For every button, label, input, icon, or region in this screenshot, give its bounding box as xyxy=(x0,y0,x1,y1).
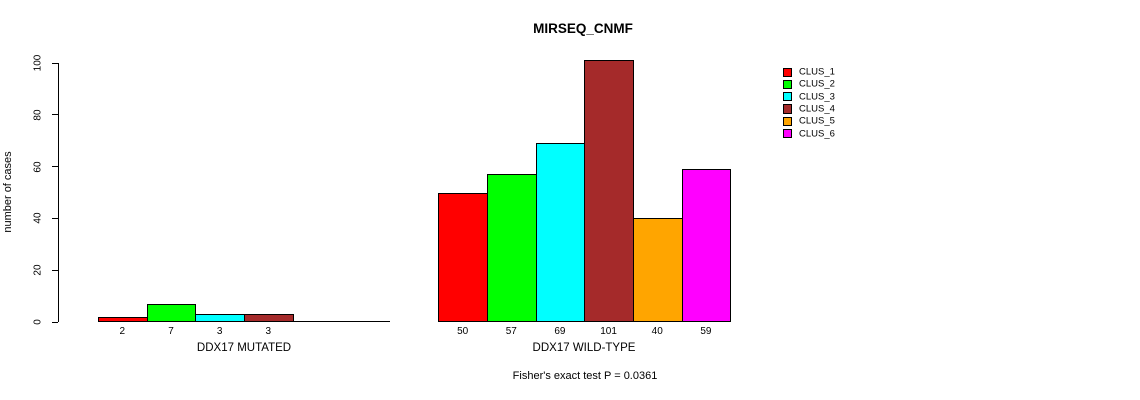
legend-label-clus_6: CLUS_6 xyxy=(799,128,835,140)
bar-clus_1 xyxy=(98,316,148,322)
legend-label-clus_3: CLUS_3 xyxy=(799,91,835,103)
chart-title: MIRSEQ_CNMF xyxy=(533,21,633,36)
bar-value-label: 2 xyxy=(119,326,126,337)
bar-value-label: 59 xyxy=(700,326,712,337)
y-axis-tick-label: 0 xyxy=(32,319,44,325)
bar-clus_6 xyxy=(681,169,732,322)
y-axis-tick-label: 60 xyxy=(32,161,44,173)
group-label-mutated: DDX17 MUTATED xyxy=(196,342,292,354)
legend-swatch-clus_3 xyxy=(783,92,793,102)
bar-value-label: 101 xyxy=(600,326,617,337)
bar-value-label: 7 xyxy=(168,326,174,337)
y-axis-tick-label: 80 xyxy=(32,109,44,121)
legend-label-clus_5: CLUS_5 xyxy=(799,115,835,127)
bar-clus_2 xyxy=(486,174,537,322)
bar-clus_1 xyxy=(438,192,488,322)
bar-clus_3 xyxy=(535,143,586,322)
y-axis-line xyxy=(58,63,59,322)
bar-clus_4 xyxy=(243,314,294,322)
bar-clus_5 xyxy=(632,218,683,322)
y-axis-label: number of cases xyxy=(2,151,14,233)
bar-clus_3 xyxy=(195,314,245,322)
fisher-test-annotation: Fisher's exact test P = 0.0361 xyxy=(512,370,658,382)
y-axis-tick-label: 40 xyxy=(32,212,44,224)
y-axis-tick xyxy=(52,321,58,323)
y-axis-tick xyxy=(52,62,58,64)
bar-value-label: 40 xyxy=(651,326,663,337)
y-axis-tick-label: 100 xyxy=(32,54,44,72)
bar-value-label: 69 xyxy=(554,326,566,337)
legend-swatch-clus_4 xyxy=(783,104,793,114)
bar-value-label: 3 xyxy=(265,326,272,337)
bar-clus_2 xyxy=(146,303,197,322)
group-label-wild-type: DDX17 WILD-TYPE xyxy=(532,342,636,354)
bar-value-label: 57 xyxy=(505,326,517,337)
legend-label-clus_4: CLUS_4 xyxy=(799,103,835,115)
y-axis-tick-label: 20 xyxy=(32,264,44,276)
legend-label-clus_1: CLUS_1 xyxy=(799,66,835,78)
legend-swatch-clus_5 xyxy=(783,116,793,127)
bar-value-label: 3 xyxy=(216,326,223,337)
legend-swatch-clus_6 xyxy=(783,129,793,139)
y-axis-tick xyxy=(52,217,58,219)
y-axis-tick xyxy=(52,166,58,168)
y-axis-tick xyxy=(52,114,58,116)
legend-swatch-clus_1 xyxy=(783,67,793,77)
legend-swatch-clus_2 xyxy=(783,79,793,90)
y-axis-tick xyxy=(52,269,58,271)
bar-value-label: 50 xyxy=(457,326,469,337)
legend-label-clus_2: CLUS_2 xyxy=(799,78,835,90)
bar-clus_4 xyxy=(584,60,634,322)
